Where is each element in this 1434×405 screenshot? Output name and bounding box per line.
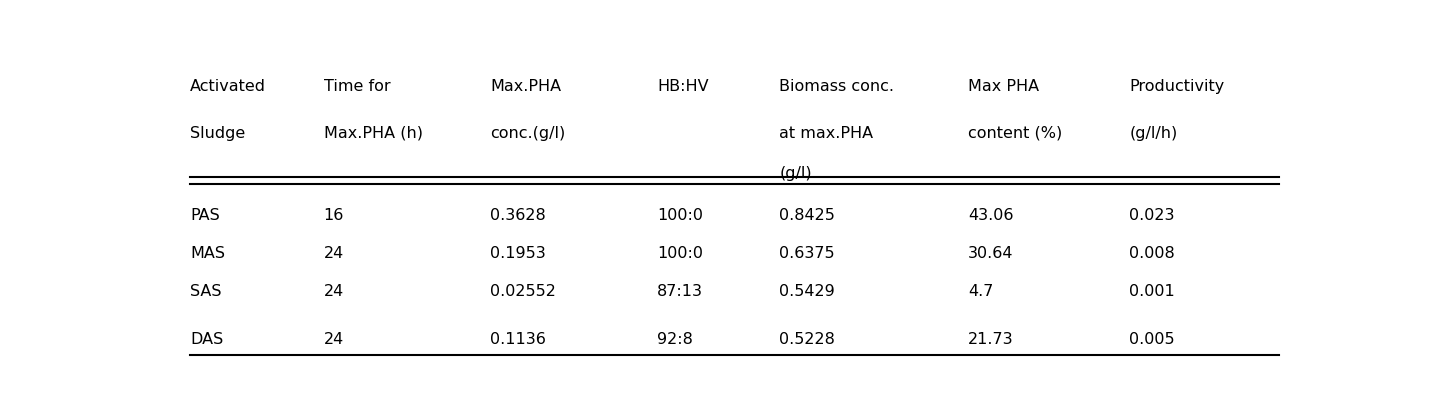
Text: DAS: DAS [191, 331, 224, 346]
Text: 87:13: 87:13 [657, 283, 703, 298]
Text: HB:HV: HB:HV [657, 79, 708, 94]
Text: 92:8: 92:8 [657, 331, 693, 346]
Text: Activated: Activated [191, 79, 267, 94]
Text: 24: 24 [324, 331, 344, 346]
Text: 0.1953: 0.1953 [490, 245, 546, 260]
Text: 0.8425: 0.8425 [780, 208, 835, 223]
Text: at max.PHA: at max.PHA [780, 125, 873, 140]
Text: MAS: MAS [191, 245, 225, 260]
Text: 24: 24 [324, 283, 344, 298]
Text: 21.73: 21.73 [968, 331, 1014, 346]
Text: 24: 24 [324, 245, 344, 260]
Text: Time for: Time for [324, 79, 390, 94]
Text: Max.PHA: Max.PHA [490, 79, 562, 94]
Text: 30.64: 30.64 [968, 245, 1014, 260]
Text: Biomass conc.: Biomass conc. [780, 79, 895, 94]
Text: Sludge: Sludge [191, 125, 245, 140]
Text: 100:0: 100:0 [657, 245, 703, 260]
Text: Max.PHA (h): Max.PHA (h) [324, 125, 423, 140]
Text: (g/l): (g/l) [780, 166, 812, 181]
Text: 0.3628: 0.3628 [490, 208, 546, 223]
Text: 0.5228: 0.5228 [780, 331, 835, 346]
Text: conc.(g/l): conc.(g/l) [490, 125, 565, 140]
Text: 0.001: 0.001 [1130, 283, 1176, 298]
Text: 100:0: 100:0 [657, 208, 703, 223]
Text: 0.5429: 0.5429 [780, 283, 835, 298]
Text: 4.7: 4.7 [968, 283, 994, 298]
Text: content (%): content (%) [968, 125, 1063, 140]
Text: PAS: PAS [191, 208, 219, 223]
Text: Productivity: Productivity [1130, 79, 1225, 94]
Text: Max PHA: Max PHA [968, 79, 1040, 94]
Text: 43.06: 43.06 [968, 208, 1014, 223]
Text: 0.1136: 0.1136 [490, 331, 546, 346]
Text: 0.023: 0.023 [1130, 208, 1174, 223]
Text: 16: 16 [324, 208, 344, 223]
Text: 0.005: 0.005 [1130, 331, 1174, 346]
Text: 0.6375: 0.6375 [780, 245, 835, 260]
Text: SAS: SAS [191, 283, 222, 298]
Text: 0.02552: 0.02552 [490, 283, 556, 298]
Text: 0.008: 0.008 [1130, 245, 1176, 260]
Text: (g/l/h): (g/l/h) [1130, 125, 1177, 140]
